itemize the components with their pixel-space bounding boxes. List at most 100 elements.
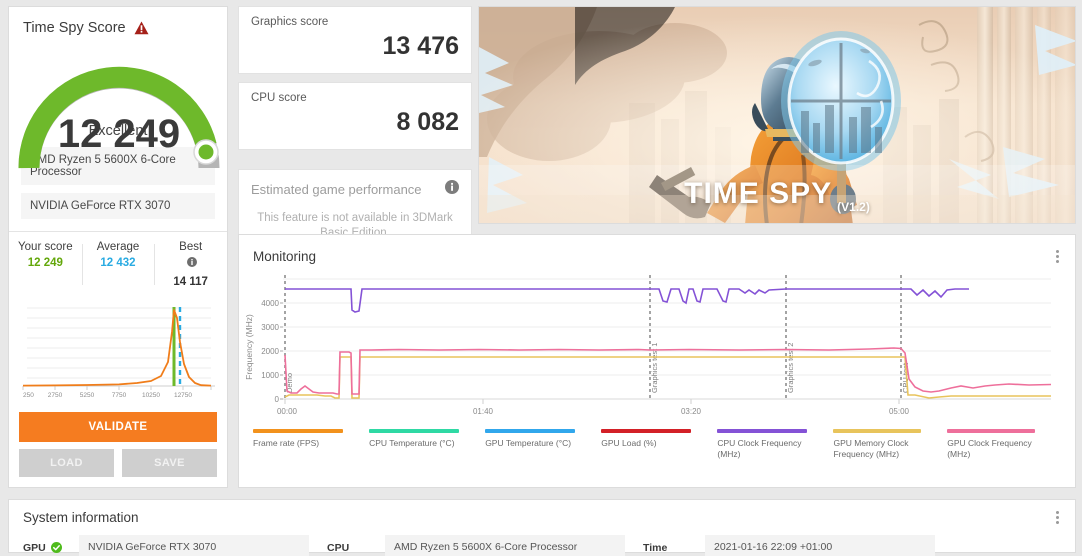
average-score-column: Average 12 432	[81, 241, 155, 288]
divider	[9, 231, 227, 232]
svg-text:2000: 2000	[261, 347, 279, 356]
svg-text:03:20: 03:20	[681, 407, 702, 416]
legend-item-cpu-temperature: CPU Temperature (°C)	[369, 429, 460, 460]
svg-text:2750: 2750	[48, 392, 63, 399]
your-score-label: Your score	[18, 241, 73, 253]
best-score-column: Best 14 117	[154, 241, 227, 288]
cpu-score-card: CPU score 8 082	[238, 82, 472, 150]
legend-swatch	[485, 429, 576, 433]
monitoring-title: Monitoring	[253, 249, 317, 264]
svg-text:01:40: 01:40	[473, 407, 494, 416]
time-label-text: Time	[643, 541, 668, 554]
gpu-label-text: GPU	[23, 541, 46, 554]
legend-item-gpu-clock: GPU Clock Frequency (MHz)	[947, 429, 1035, 460]
legend-swatch	[253, 429, 344, 433]
graphics-score-label: Graphics score	[251, 16, 329, 28]
score-comparison: Your score 12 249 Average 12 432 Best 14…	[9, 232, 227, 296]
graphics-score-value: 13 476	[382, 32, 459, 60]
svg-text:Graphics test 1: Graphics test 1	[650, 343, 659, 393]
svg-text:Graphics test 2: Graphics test 2	[786, 343, 795, 393]
validate-button[interactable]: VALIDATE	[19, 412, 217, 442]
svg-text:3000: 3000	[261, 323, 279, 332]
time-field-value: 2021-01-16 22:09 +01:00	[705, 535, 935, 556]
legend-item-gpu-temperature: GPU Temperature (°C)	[485, 429, 576, 460]
graphics-score-card: Graphics score 13 476	[238, 6, 472, 74]
best-score-value: 14 117	[173, 276, 208, 288]
info-icon[interactable]	[187, 254, 198, 272]
score-distribution-chart: 250 2750 5250 7750 10250 12750	[19, 298, 217, 408]
your-score-column: Your score 12 249	[9, 241, 82, 288]
svg-text:7750: 7750	[112, 392, 127, 399]
score-panel-header: Time Spy Score	[9, 7, 227, 36]
score-panel: Time Spy Score 12 249 Excellent	[8, 6, 228, 488]
sub-scores-column: Graphics score 13 476 CPU score 8 082 Es…	[238, 6, 472, 256]
cpu-field-label: CPU	[327, 542, 385, 554]
average-score-label: Average	[96, 241, 140, 253]
cpu-field-value: AMD Ryzen 5 5600X 6-Core Processor	[385, 535, 625, 556]
monitoring-panel: Monitoring Frequency (MHz) 4000	[238, 234, 1076, 488]
score-value: 12 249	[57, 112, 181, 156]
system-information-panel: System information GPU NVIDIA GeForce RT…	[8, 499, 1076, 556]
load-button[interactable]: LOAD	[19, 449, 114, 477]
score-gauge: 12 249	[9, 40, 229, 169]
page-title: Time Spy Score	[23, 20, 126, 36]
best-score-label: Best	[179, 241, 203, 253]
svg-text:CPU test: CPU test	[901, 362, 910, 393]
estimated-game-performance-label: Estimated game performance	[251, 182, 422, 197]
svg-text:05:00: 05:00	[889, 407, 910, 416]
time-field-label: Time	[643, 542, 705, 554]
monitoring-chart: Frequency (MHz) 4000 3000 2000 1000 0	[239, 267, 1077, 427]
kebab-menu-icon[interactable]	[1052, 507, 1063, 528]
hero-version: (V1.2)	[837, 200, 870, 214]
y-axis-label: Frequency (MHz)	[244, 314, 254, 380]
check-circle-icon	[50, 542, 62, 553]
svg-text:5250: 5250	[80, 392, 95, 399]
legend-label: GPU Memory Clock Frequency (MHz)	[833, 438, 909, 459]
time-spy-artwork	[479, 7, 1075, 223]
legend-item-cpu-clock: CPU Clock Frequency (MHz)	[717, 429, 808, 460]
warning-triangle-icon	[134, 21, 149, 35]
legend-item-frame-rate: Frame rate (FPS)	[253, 429, 344, 460]
legend-swatch	[833, 429, 922, 433]
svg-text:250: 250	[23, 392, 34, 399]
legend-swatch	[717, 429, 808, 433]
svg-text:4000: 4000	[261, 299, 279, 308]
legend-item-gpu-memory-clock: GPU Memory Clock Frequency (MHz)	[833, 429, 922, 460]
legend-label: CPU Clock Frequency (MHz)	[717, 438, 802, 459]
benchmark-hero-image: TIME SPY (V1.2)	[478, 6, 1076, 224]
legend-item-gpu-load: GPU Load (%)	[601, 429, 692, 460]
monitoring-legend: Frame rate (FPS) CPU Temperature (°C) GP…	[239, 427, 1075, 460]
svg-text:00:00: 00:00	[277, 407, 298, 416]
save-button[interactable]: SAVE	[122, 449, 217, 477]
legend-swatch	[369, 429, 460, 433]
info-icon[interactable]	[445, 180, 459, 199]
legend-label: CPU Temperature (°C)	[369, 438, 455, 448]
svg-text:12750: 12750	[174, 392, 192, 399]
cpu-score-value: 8 082	[396, 108, 459, 136]
average-score-value: 12 432	[100, 257, 136, 269]
cpu-label-text: CPU	[327, 541, 350, 554]
legend-label: Frame rate (FPS)	[253, 438, 320, 448]
hero-title-band: TIME SPY (V1.2)	[479, 165, 1075, 223]
svg-text:0: 0	[275, 395, 280, 404]
legend-label: GPU Clock Frequency (MHz)	[947, 438, 1032, 459]
system-information-title: System information	[23, 510, 139, 525]
hero-title: TIME SPY	[684, 177, 833, 210]
your-score-value: 12 249	[27, 257, 63, 269]
legend-swatch	[601, 429, 692, 433]
action-buttons: VALIDATE LOAD SAVE	[9, 408, 227, 487]
svg-text:1000: 1000	[261, 371, 279, 380]
gpu-chip: NVIDIA GeForce RTX 3070	[21, 193, 215, 220]
svg-text:10250: 10250	[142, 392, 160, 399]
system-information-row: GPU NVIDIA GeForce RTX 3070 CPU AMD Ryze…	[9, 528, 1075, 556]
kebab-menu-icon[interactable]	[1052, 246, 1063, 267]
cpu-chip: AMD Ryzen 5 5600X 6-Core Processor	[21, 147, 215, 186]
legend-label: GPU Load (%)	[601, 438, 657, 448]
legend-swatch	[947, 429, 1035, 433]
gpu-field-label: GPU	[23, 542, 79, 554]
svg-text:Demo: Demo	[285, 373, 294, 393]
legend-label: GPU Temperature (°C)	[485, 438, 572, 448]
score-rating: Excellent	[88, 123, 148, 140]
cpu-score-label: CPU score	[251, 92, 307, 104]
